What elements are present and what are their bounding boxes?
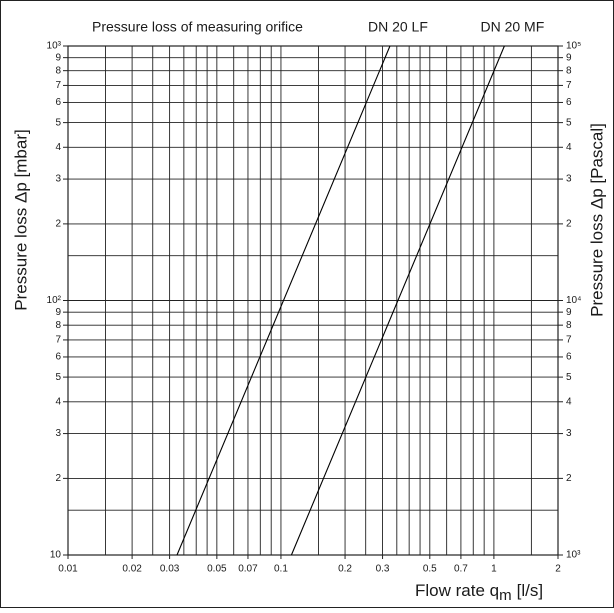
y-tick-label: 10³ [47, 41, 62, 52]
x-axis-label-subscript: m [499, 587, 512, 604]
y-tick-label: 4 [55, 396, 61, 407]
y-tick-label: 7 [55, 335, 61, 346]
y-tick-label: 4 [55, 142, 61, 153]
x-tick-label: 0.5 [423, 564, 437, 575]
y-tick-label: 3 [55, 174, 61, 185]
x-axis-label: Flow rate qm [l/s] [415, 581, 543, 603]
y2-tick-label: 3 [566, 428, 572, 439]
x-axis-label-unit: [l/s] [517, 581, 543, 600]
y-tick-label: 7 [55, 80, 61, 91]
y-tick-label: 6 [55, 97, 61, 108]
y2-tick-label: 10³ [566, 550, 581, 561]
y-tick-label: 6 [55, 352, 61, 363]
x-tick-label: 0.05 [207, 564, 227, 575]
y-tick-label: 5 [55, 372, 61, 383]
y-tick-label: 9 [55, 52, 61, 63]
x-tick-label: 0.1 [274, 564, 288, 575]
y2-tick-label: 10⁵ [566, 41, 581, 52]
y2-axis-label: Pressure loss Δp [Pascal] [587, 123, 606, 317]
x-axis-label-text: Flow rate q [415, 581, 499, 600]
y2-tick-label: 7 [566, 80, 572, 91]
x-tick-label: 0.01 [58, 564, 78, 575]
y2-tick-label: 5 [566, 117, 572, 128]
y-tick-label: 2 [55, 219, 61, 230]
x-tick-label: 2 [555, 564, 561, 575]
y2-tick-label: 6 [566, 97, 572, 108]
y2-tick-label: 4 [566, 142, 572, 153]
series-label: DN 20 LF [368, 19, 428, 35]
y2-tick-label: 7 [566, 335, 572, 346]
x-tick-label: 0.2 [338, 564, 352, 575]
y2-tick-label: 9 [566, 307, 572, 318]
y-tick-label: 2 [55, 473, 61, 484]
y2-tick-label: 2 [566, 219, 572, 230]
y2-tick-label: 8 [566, 320, 572, 331]
y2-tick-label: 6 [566, 352, 572, 363]
y-tick-label: 9 [55, 307, 61, 318]
chart-title: Pressure loss of measuring orifice [92, 19, 303, 35]
x-tick-label: 0.02 [122, 564, 142, 575]
series-line [290, 45, 505, 556]
y2-tick-label: 3 [566, 174, 572, 185]
y2-tick-label: 10⁴ [566, 295, 581, 306]
y-tick-label: 8 [55, 320, 61, 331]
x-tick-label: 1 [491, 564, 497, 575]
y2-tick-label: 8 [566, 65, 572, 76]
y2-tick-label: 5 [566, 372, 572, 383]
x-tick-label: 0.7 [454, 564, 468, 575]
x-tick-label: 0.07 [238, 564, 258, 575]
y-tick-label: 3 [55, 428, 61, 439]
x-tick-label: 0.03 [160, 564, 180, 575]
y2-tick-label: 9 [566, 52, 572, 63]
y2-tick-label: 4 [566, 396, 572, 407]
series-label: DN 20 MF [480, 19, 544, 35]
x-tick-label: 0.3 [376, 564, 390, 575]
y-tick-label: 5 [55, 117, 61, 128]
series-line [176, 45, 391, 556]
y-tick-label: 8 [55, 65, 61, 76]
y-axis-label: Pressure loss Δp [mbar] [11, 129, 30, 310]
y-tick-label: 10 [50, 550, 62, 561]
y2-tick-label: 2 [566, 473, 572, 484]
y-tick-label: 10² [47, 295, 62, 306]
